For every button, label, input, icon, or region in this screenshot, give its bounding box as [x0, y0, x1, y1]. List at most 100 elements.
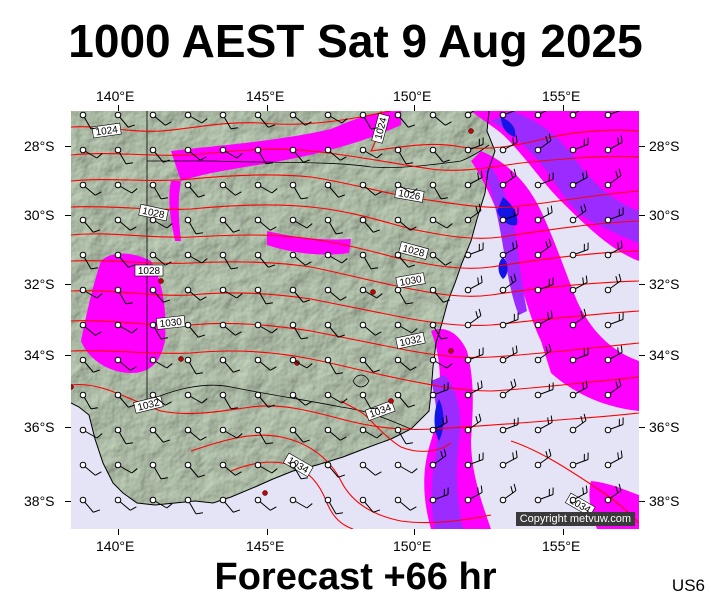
wind-barb	[289, 111, 312, 126]
wind-barb	[184, 356, 203, 375]
wind-barb-feather	[548, 448, 552, 456]
tick-right-28	[639, 146, 645, 147]
wind-barb	[149, 426, 171, 443]
wind-barb-station	[324, 216, 332, 224]
wind-barb-station	[184, 146, 192, 154]
wind-barb	[429, 382, 449, 399]
tick-right-32	[639, 284, 645, 285]
wind-barb-station	[184, 286, 192, 294]
wind-barb-station	[254, 146, 262, 154]
wind-barb	[359, 216, 381, 233]
wind-barb-feather	[198, 334, 206, 338]
wind-barb-station	[359, 391, 367, 399]
wind-barb-feather	[615, 381, 619, 389]
wind-barb-feather	[480, 485, 483, 493]
wind-barb	[394, 111, 416, 128]
wind-barb	[604, 207, 624, 224]
wind-barb-feather	[306, 363, 313, 369]
wind-barb-station	[149, 496, 157, 504]
wind-barb-feather	[548, 133, 552, 141]
wind-barb	[359, 496, 381, 513]
city-marker-3	[370, 289, 376, 295]
wind-barb-feather	[545, 241, 549, 249]
wind-barb-feather	[442, 417, 445, 425]
wind-barb-station	[254, 321, 262, 329]
wind-barb-feather	[235, 331, 242, 336]
wind-barb-station	[149, 391, 157, 399]
wind-barb	[569, 242, 589, 259]
wind-barb-feather	[615, 486, 619, 494]
wind-barb-station	[184, 356, 192, 364]
wind-barb	[289, 356, 313, 369]
wind-barb	[114, 146, 133, 165]
wind-barb	[464, 111, 475, 119]
wind-barb	[289, 391, 312, 406]
wind-barb	[429, 448, 447, 469]
wind-barb-station	[219, 111, 227, 119]
wind-barb-station	[359, 426, 367, 434]
isobar-1034-c	[340, 400, 452, 452]
wind-barb-feather	[550, 205, 553, 213]
wind-barb-feather	[410, 226, 417, 231]
wind-barb	[604, 111, 621, 119]
wind-barb-feather	[475, 206, 479, 214]
wind-barb-feather	[620, 345, 623, 353]
coastline	[71, 111, 496, 506]
wind-barb-station	[254, 461, 262, 469]
wind-barb-station	[114, 321, 122, 329]
wind-barb	[534, 111, 547, 119]
wind-barb-station	[324, 496, 332, 504]
wind-barb	[499, 240, 518, 259]
wind-barb-station	[499, 321, 507, 329]
wind-barb-station	[324, 181, 332, 189]
wind-barb-station	[499, 251, 507, 259]
wind-barb	[219, 426, 243, 439]
wind-barb-feather	[200, 156, 207, 161]
wind-barb-station	[464, 146, 472, 154]
wind-barb-station	[289, 461, 297, 469]
wind-barb-feather	[411, 328, 418, 334]
wind-barb	[359, 391, 378, 410]
wind-barb-station	[114, 496, 122, 504]
wind-barb-feather	[335, 512, 343, 515]
wind-barb-station	[184, 461, 192, 469]
wind-barb-feather	[547, 312, 550, 320]
wind-barb-station	[79, 461, 87, 469]
wind-barb-station	[289, 286, 297, 294]
wind-barb	[359, 146, 383, 159]
wind-barb-station	[149, 111, 157, 119]
wind-barb	[289, 426, 311, 443]
wind-barb-station	[429, 251, 437, 259]
wind-barb-station	[359, 146, 367, 154]
wind-barb	[429, 181, 448, 200]
wind-barb-station	[429, 496, 437, 504]
wind-barb-station	[499, 111, 507, 119]
forecast-label: Forecast +66 hr	[214, 556, 497, 598]
wind-barb-station	[499, 286, 507, 294]
wind-barb-feather	[370, 267, 378, 270]
wind-barb	[534, 310, 553, 329]
wind-barb-feather	[303, 299, 311, 303]
wind-barb-feather	[128, 404, 136, 408]
wind-barb	[324, 286, 347, 301]
wind-barb-feather	[195, 512, 203, 515]
wind-barb-station	[604, 496, 612, 504]
wind-barb-feather	[510, 276, 514, 284]
wind-barb-feather	[446, 363, 453, 369]
lon-label-top-140: 140°E	[96, 88, 135, 104]
wind-barb-station	[219, 251, 227, 259]
lat-label-left-34: 34°S	[24, 347, 55, 363]
wind-barb-feather	[585, 170, 588, 178]
wind-barb-station	[79, 426, 87, 434]
wind-barb-feather	[478, 413, 482, 421]
wind-barb-station	[534, 216, 542, 224]
isobar-label-group-10: 1032	[395, 331, 426, 349]
wind-barb-feather	[340, 156, 347, 161]
wind-barb-feather	[373, 229, 381, 233]
wind-barb-station	[79, 321, 87, 329]
wind-barb-station	[429, 356, 437, 364]
wind-barb-station	[289, 181, 297, 189]
wind-barbs	[79, 111, 624, 515]
wind-barb	[114, 496, 137, 511]
wind-barb-feather	[475, 311, 479, 319]
